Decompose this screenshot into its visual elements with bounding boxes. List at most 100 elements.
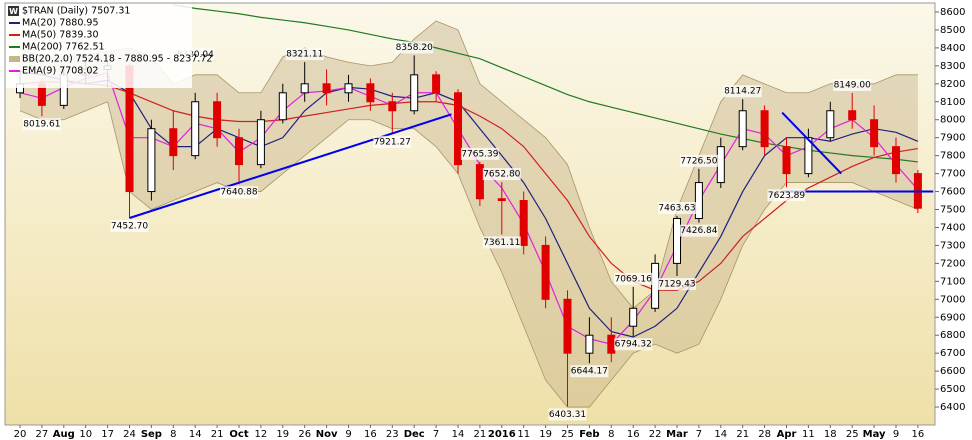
x-tick-label: 9 <box>893 429 899 440</box>
price-annotation: 6403.31 <box>549 410 586 420</box>
price-annotation: 7452.70 <box>111 222 148 232</box>
annotation-bg <box>614 338 653 351</box>
x-tick-label: 14 <box>714 429 727 440</box>
candle-body <box>147 128 156 193</box>
x-tick-label: 21 <box>736 429 749 440</box>
candle-body <box>541 244 550 300</box>
chart-title: $TRAN (Daily) 7507.31 <box>22 6 130 17</box>
candle-body <box>475 164 484 200</box>
candle-body <box>410 74 419 112</box>
price-annotation: 8149.00 <box>834 80 871 90</box>
candle-body <box>694 182 703 219</box>
x-tick-label: 19 <box>539 429 552 440</box>
axes-layer: 6400 6500 6600 6700 6800 6900 7000 7100 7200 7300… <box>14 7 966 440</box>
candle-body <box>300 83 309 94</box>
x-tick-label: Aug <box>53 429 75 440</box>
y-tick-label: 8300 <box>940 61 965 72</box>
price-annotation: 7652.80 <box>483 170 520 180</box>
y-tick-label: 6900 <box>940 312 965 323</box>
y-tick-label: 7400 <box>940 222 965 233</box>
price-annotation: 7129.43 <box>658 280 695 290</box>
price-annotation: 7426.84 <box>680 226 717 236</box>
x-tick-label: Oct <box>229 429 248 440</box>
candle-body <box>344 83 353 94</box>
candle-body <box>497 198 506 202</box>
x-tick-label: 22 <box>649 429 662 440</box>
x-tick-label: 24 <box>123 429 136 440</box>
x-tick-label: 28 <box>758 429 771 440</box>
x-tick-label: 19 <box>276 429 289 440</box>
candle-body <box>169 128 178 157</box>
y-tick-label: 8200 <box>940 79 965 90</box>
x-tick-label: 7 <box>433 429 439 440</box>
y-tick-label: 8500 <box>940 25 965 36</box>
candle-body <box>322 83 331 94</box>
x-tick-label: 14 <box>189 429 202 440</box>
price-annotation: 7623.89 <box>768 191 805 201</box>
annotation-bg <box>548 408 587 421</box>
y-tick-label: 6500 <box>940 384 965 395</box>
x-tick-label: 11 <box>517 429 530 440</box>
annotation-bg <box>482 236 521 249</box>
x-tick-label: 12 <box>255 429 268 440</box>
candle-body <box>673 217 681 264</box>
annotation-bg <box>658 202 696 215</box>
y-tick-label: 7900 <box>940 133 965 144</box>
candle-body <box>235 137 243 166</box>
candle-body <box>278 92 287 121</box>
y-tick-label: 6400 <box>940 402 965 413</box>
x-tick-label: 21 <box>474 429 487 440</box>
candle-body <box>432 74 441 94</box>
y-tick-label: 6600 <box>940 366 965 377</box>
y-tick-label: 7300 <box>940 240 965 251</box>
band-lower <box>19 101 919 408</box>
candle-body <box>870 119 879 148</box>
candle-body <box>366 83 375 103</box>
price-annotation: 7361.11 <box>483 238 520 248</box>
y-tick-label: 8400 <box>940 43 965 54</box>
candle-body <box>256 119 265 166</box>
price-annotation: 7921.27 <box>374 137 411 147</box>
x-tick-label: 25 <box>561 429 574 440</box>
legend-label: EMA(9) 7708.02 <box>22 66 98 77</box>
x-tick-label: Mar <box>666 429 688 440</box>
price-annotation: 7726.50 <box>680 156 717 166</box>
indicator-line <box>173 4 918 163</box>
candle-body <box>454 92 462 166</box>
y-tick-label: 7600 <box>940 187 965 198</box>
annotation-bg <box>723 85 762 98</box>
x-tick-label: 14 <box>452 429 465 440</box>
price-annotation: 8019.61 <box>23 120 60 130</box>
annotation-bg <box>220 186 258 199</box>
x-tick-label: 20 <box>14 429 27 440</box>
annotation-bg <box>110 220 149 233</box>
y-tick-label: 6700 <box>940 348 965 359</box>
annotation-bg <box>658 278 696 291</box>
annotation-bg <box>679 224 718 237</box>
candle-body <box>848 110 857 121</box>
price-annotation: 7463.63 <box>658 204 695 214</box>
price-annotation: 7765.39 <box>461 149 498 159</box>
annotation-bg <box>373 135 412 148</box>
x-tick-label: 2016 <box>488 429 516 440</box>
price-annotation: 6644.17 <box>571 367 608 377</box>
x-tick-label: Dec <box>404 429 425 440</box>
candle-body <box>563 298 572 354</box>
annotation-bg <box>570 365 609 378</box>
annotation-bg <box>460 147 499 160</box>
price-annotation: 7640.88 <box>220 188 257 198</box>
x-tick-label: 16 <box>912 429 925 440</box>
x-tick-label: Apr <box>777 429 797 440</box>
candle-body <box>213 101 222 139</box>
annotation-bg <box>395 41 434 54</box>
x-tick-label: 17 <box>101 429 114 440</box>
x-tick-label: 7 <box>696 429 702 440</box>
x-tick-label: 26 <box>298 429 311 440</box>
annotation-bg <box>833 78 872 91</box>
y-tick-label: 7700 <box>940 169 965 180</box>
candle-body <box>760 110 769 148</box>
price-annotation: 8320.04 <box>177 50 214 60</box>
x-tick-label: 9 <box>345 429 351 440</box>
trendline <box>129 113 452 219</box>
